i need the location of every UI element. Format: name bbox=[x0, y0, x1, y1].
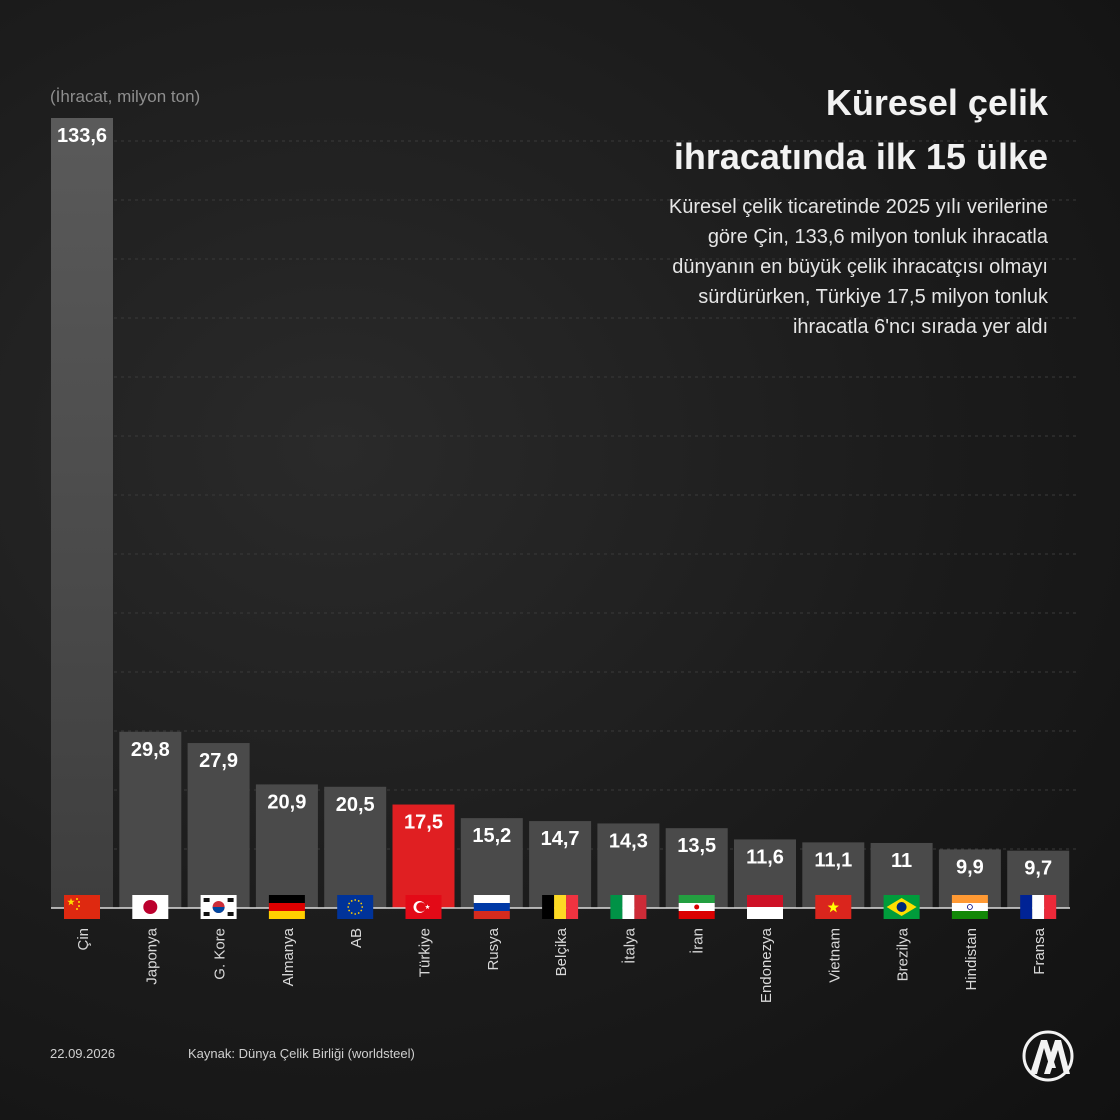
value-label: 13,5 bbox=[677, 835, 716, 857]
value-label: 11,1 bbox=[814, 849, 852, 871]
value-label: 9,9 bbox=[956, 856, 984, 878]
category-label: Vietnam bbox=[826, 928, 843, 983]
value-label: 14,3 bbox=[609, 830, 648, 852]
chart-title: Küresel çelik ihracatında ilk 15 ülke bbox=[488, 76, 1048, 184]
chart-subtitle: Küresel çelik ticaretinde 2025 yılı veri… bbox=[528, 192, 1048, 342]
bar-4 bbox=[255, 784, 318, 908]
subtitle-line: Küresel çelik ticaretinde 2025 yılı veri… bbox=[668, 196, 1048, 218]
italy-flag-icon bbox=[610, 895, 647, 919]
russia-flag-icon bbox=[473, 895, 510, 919]
bar-9 bbox=[597, 823, 660, 908]
france-flag-icon bbox=[1020, 895, 1057, 919]
bar-1 bbox=[51, 118, 113, 908]
japan-flag-icon bbox=[132, 895, 169, 919]
unit-label: (İhracat, milyon ton) bbox=[50, 87, 201, 106]
category-label: Hindistan bbox=[963, 928, 980, 991]
source-note: Kaynak: Dünya Çelik Birliği (worldsteel) bbox=[188, 1046, 415, 1061]
value-label: 11 bbox=[891, 850, 912, 872]
south-korea-flag-icon bbox=[200, 895, 237, 919]
category-label: Brezilya bbox=[895, 927, 912, 981]
category-label: Türkiye bbox=[417, 928, 434, 977]
value-label: 17,5 bbox=[404, 812, 443, 834]
bar-10 bbox=[665, 828, 728, 908]
value-label: 133,6 bbox=[57, 125, 107, 147]
publish-date: 22.09.2026 bbox=[50, 1046, 116, 1061]
value-label: 11,6 bbox=[746, 846, 784, 868]
bar-6 bbox=[392, 804, 455, 908]
bar-2 bbox=[119, 731, 182, 908]
category-label: Çin bbox=[75, 928, 92, 951]
germany-flag-icon bbox=[268, 895, 305, 919]
category-label: Belçika bbox=[553, 927, 570, 976]
bar-5 bbox=[324, 786, 387, 908]
belgium-flag-icon bbox=[542, 895, 579, 919]
value-label: 20,9 bbox=[267, 791, 306, 813]
title-line-2: ihracatında ilk 15 ülke bbox=[673, 136, 1048, 177]
category-label: G. Kore bbox=[212, 928, 229, 980]
value-label: 14,7 bbox=[541, 828, 580, 850]
value-label: 29,8 bbox=[131, 739, 170, 761]
subtitle-line: dünyanın en büyük çelik ihracatçısı olma… bbox=[672, 256, 1048, 278]
subtitle-line: sürdürürken, Türkiye 17,5 milyon tonluk bbox=[698, 286, 1048, 308]
category-label: Japonya bbox=[143, 927, 160, 984]
value-label: 20,5 bbox=[336, 794, 375, 816]
aa-logo-icon bbox=[1022, 1030, 1074, 1082]
india-flag-icon bbox=[951, 895, 988, 919]
bar-8 bbox=[529, 821, 592, 908]
category-label: İran bbox=[689, 928, 707, 954]
category-label: İtalya bbox=[620, 927, 638, 964]
turkey-flag-icon bbox=[405, 895, 442, 919]
eu-flag-icon bbox=[337, 895, 374, 919]
bar-3 bbox=[187, 743, 250, 908]
china-flag-icon bbox=[64, 895, 100, 919]
category-label: Fransa bbox=[1031, 927, 1048, 974]
title-line-1: Küresel çelik bbox=[825, 82, 1048, 123]
indonesia-flag-icon bbox=[747, 895, 783, 919]
category-label: AB bbox=[348, 928, 365, 948]
value-label: 9,7 bbox=[1024, 858, 1052, 880]
vietnam-flag-icon bbox=[815, 895, 852, 919]
subtitle-line: ihracatla 6'ncı sırada yer aldı bbox=[792, 316, 1048, 338]
category-label: Rusya bbox=[485, 927, 502, 970]
value-label: 15,2 bbox=[472, 825, 511, 847]
iran-flag-icon bbox=[678, 895, 715, 919]
category-label: Almanya bbox=[280, 927, 297, 986]
category-label: Endonezya bbox=[758, 927, 775, 1003]
brazil-flag-icon bbox=[883, 895, 920, 919]
bar-7 bbox=[460, 818, 523, 908]
subtitle-line: göre Çin, 133,6 milyon tonluk ihracatla bbox=[707, 226, 1048, 248]
value-label: 27,9 bbox=[199, 750, 238, 772]
